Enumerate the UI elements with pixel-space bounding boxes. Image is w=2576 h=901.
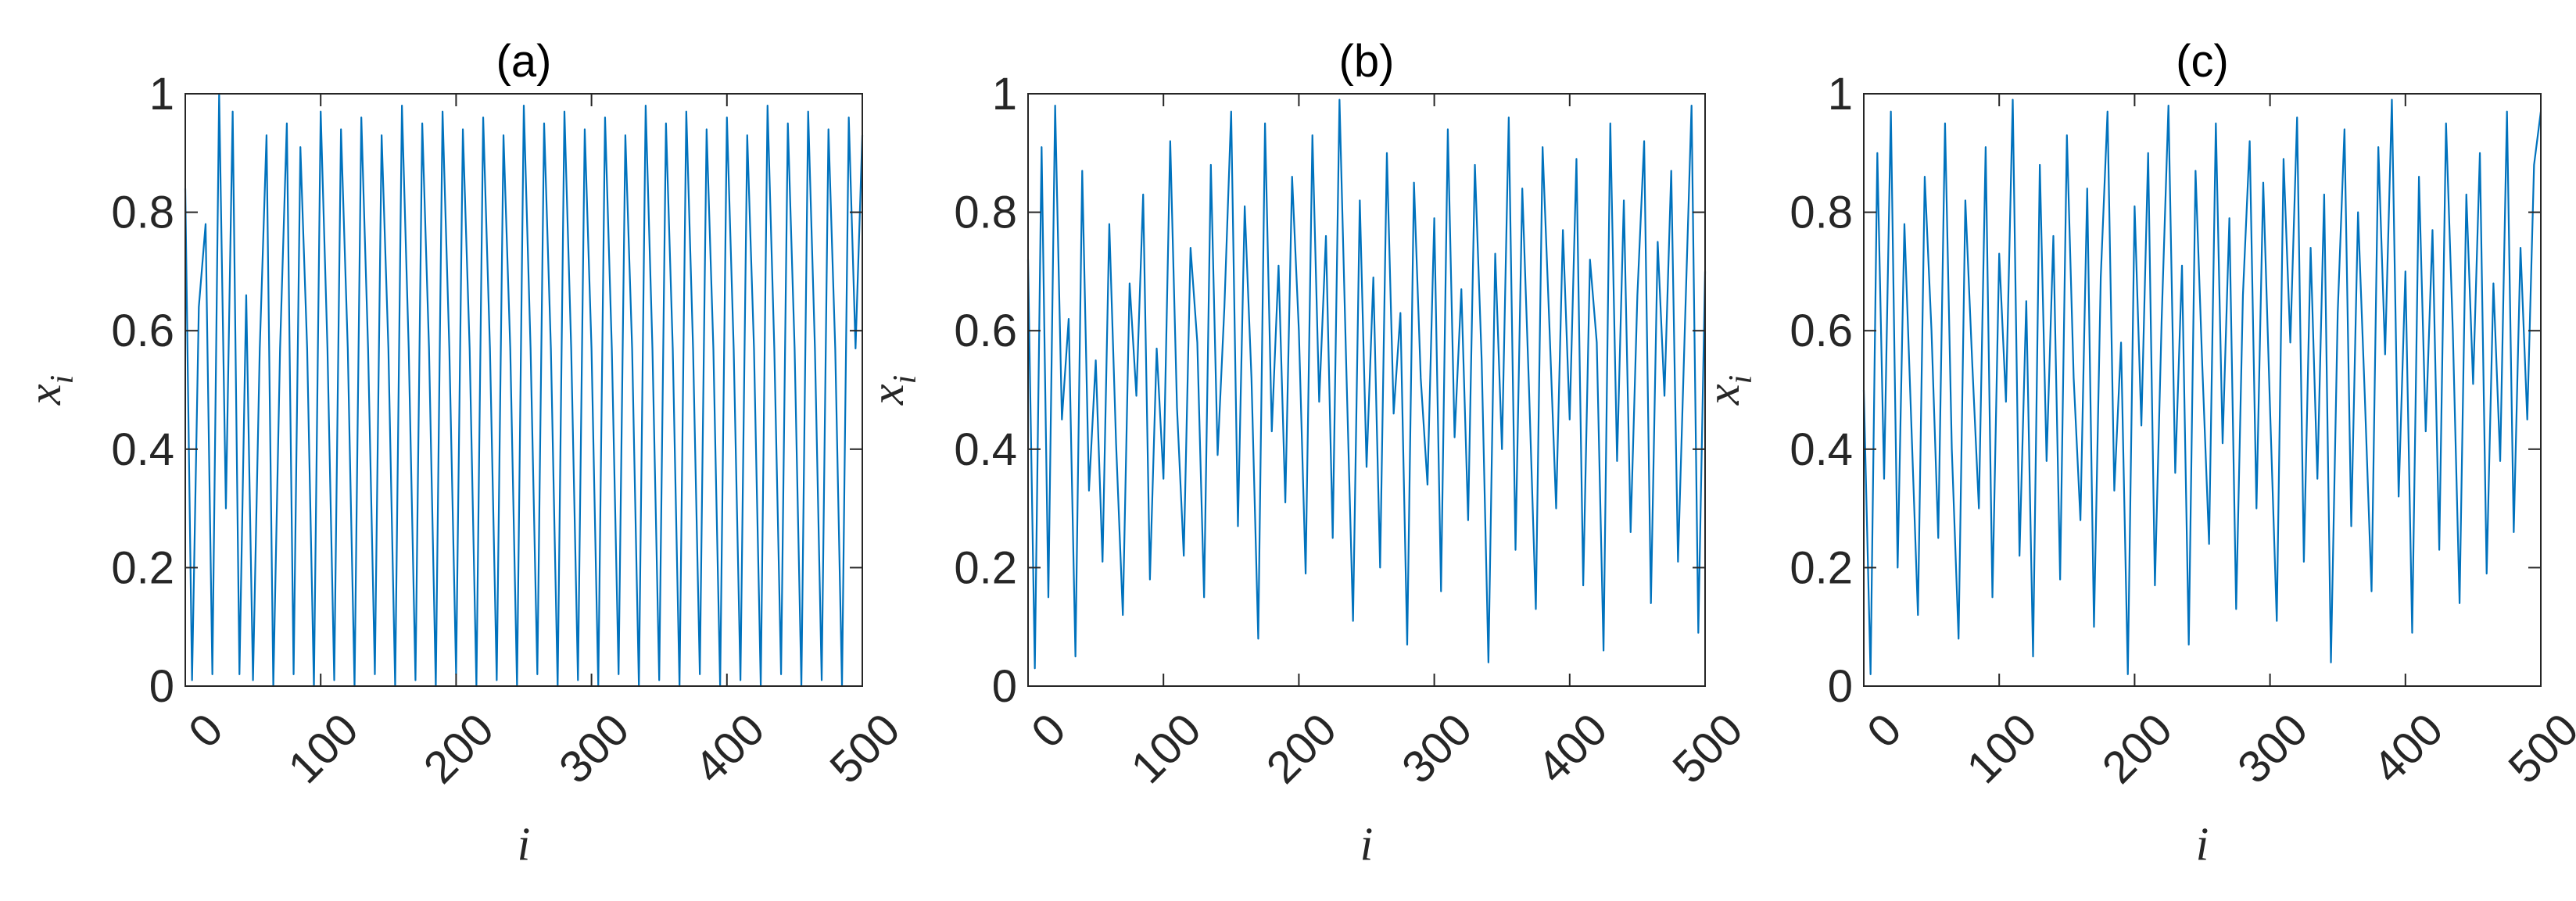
x-tick-label: 0 xyxy=(1858,704,1911,758)
data-line xyxy=(1862,98,2542,675)
x-tick-label: 200 xyxy=(1257,704,1346,793)
y-tick-label: 0.4 xyxy=(954,424,1017,475)
subplot: 00.20.40.60.810 100 200 300 400 500(c)ixi xyxy=(1697,36,2576,870)
y-tick-label: 0 xyxy=(149,661,174,712)
y-tick-label: 0.6 xyxy=(111,306,174,356)
y-axis-label: xi xyxy=(862,375,923,406)
plot-area xyxy=(1864,94,2541,686)
y-axis-label-base: x xyxy=(862,384,913,406)
x-tick-label: 0 xyxy=(1022,704,1076,758)
x-tick-label: 500 xyxy=(2499,704,2576,793)
y-axis-label-base: x xyxy=(19,384,70,406)
y-tick-label: 0.8 xyxy=(111,188,174,238)
subplot: 00.20.40.60.810 100 200 300 400 500(b)ixi xyxy=(862,36,1753,870)
x-tick-label: 400 xyxy=(2363,704,2452,793)
subplot: 00.20.40.60.810 100 200 300 400 500(a)ixi xyxy=(19,36,910,870)
chart-title: (a) xyxy=(496,36,552,87)
x-tick-label: 400 xyxy=(685,704,774,793)
axes-box xyxy=(1863,93,2542,687)
y-tick-label: 0 xyxy=(992,661,1017,712)
y-tick-label: 0 xyxy=(1828,661,1853,712)
y-tick-label: 1 xyxy=(992,69,1017,120)
x-tick-label: 500 xyxy=(820,704,909,793)
y-tick-label: 0.2 xyxy=(111,542,174,593)
y-tick-label: 1 xyxy=(149,69,174,120)
x-tick-label: 100 xyxy=(1121,704,1210,793)
x-tick-label: 200 xyxy=(414,704,503,793)
x-tick-label: 300 xyxy=(1392,704,1481,793)
y-tick-label: 0.2 xyxy=(954,542,1017,593)
x-axis-label: i xyxy=(2196,818,2209,870)
y-axis-label-sub: i xyxy=(45,375,81,384)
data-line xyxy=(184,92,864,688)
y-tick-label: 0.8 xyxy=(1790,188,1853,238)
x-tick-label: 300 xyxy=(550,704,639,793)
x-tick-label: 100 xyxy=(278,704,367,793)
y-axis-label: xi xyxy=(19,375,81,406)
y-tick-label: 0.6 xyxy=(954,306,1017,356)
x-tick-label: 100 xyxy=(1957,704,2046,793)
y-axis-label-sub: i xyxy=(887,375,923,384)
y-axis-label: xi xyxy=(1697,375,1759,406)
x-axis-label: i xyxy=(1360,818,1374,870)
y-tick-label: 0.4 xyxy=(1790,424,1853,475)
x-axis-label: i xyxy=(518,818,531,870)
axes-box xyxy=(185,93,863,687)
chart-title: (b) xyxy=(1339,36,1395,87)
x-tick-label: 500 xyxy=(1663,704,1752,793)
chart-title: (c) xyxy=(2176,36,2229,87)
y-axis-label-base: x xyxy=(1697,384,1749,406)
plot-area xyxy=(1028,94,1705,686)
y-tick-label: 1 xyxy=(1828,69,1853,120)
axes-box xyxy=(1027,93,1706,687)
x-tick-label: 0 xyxy=(179,704,233,758)
y-axis-label-sub: i xyxy=(1723,375,1759,384)
y-tick-label: 0.8 xyxy=(954,188,1017,238)
data-line xyxy=(1026,98,1707,670)
y-tick-label: 0.2 xyxy=(1790,542,1853,593)
x-tick-label: 400 xyxy=(1528,704,1617,793)
x-tick-label: 200 xyxy=(2093,704,2182,793)
y-tick-label: 0.6 xyxy=(1790,306,1853,356)
x-tick-label: 300 xyxy=(2228,704,2317,793)
y-tick-label: 0.4 xyxy=(111,424,174,475)
